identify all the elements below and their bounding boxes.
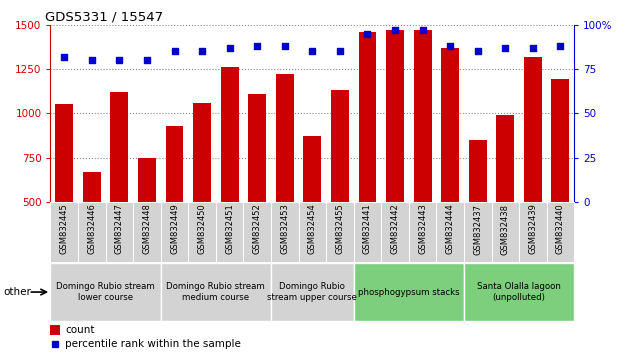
Text: other: other [3,287,31,297]
Bar [331,90,349,290]
Bar [161,263,271,321]
Text: Santa Olalla lagoon
(unpolluted): Santa Olalla lagoon (unpolluted) [477,282,561,302]
Bar [221,67,239,290]
Text: GSM832443: GSM832443 [418,204,427,255]
Point [170,48,180,54]
Bar [276,74,294,290]
Bar [188,202,216,262]
Text: GSM832444: GSM832444 [445,204,455,254]
Bar [464,202,492,262]
Text: GSM832445: GSM832445 [60,204,69,254]
Bar [492,202,519,262]
Text: GSM832454: GSM832454 [308,204,317,254]
Bar [78,202,105,262]
Point [59,54,69,59]
Bar [56,104,73,290]
Text: GDS5331 / 15547: GDS5331 / 15547 [45,11,163,24]
Bar [133,202,161,262]
Text: Domingo Rubio stream
medium course: Domingo Rubio stream medium course [167,282,265,302]
Text: GSM832440: GSM832440 [556,204,565,254]
Bar [244,202,271,262]
Text: GSM832438: GSM832438 [501,204,510,255]
Bar [304,136,321,290]
Bar [193,103,211,290]
Point [445,43,455,49]
Bar [50,202,78,262]
Text: percentile rank within the sample: percentile rank within the sample [65,339,241,349]
Text: GSM832453: GSM832453 [280,204,289,255]
Bar [469,140,487,290]
Bar [105,202,133,262]
Point [418,27,428,33]
Bar [83,172,101,290]
Point [114,57,124,63]
Bar [354,202,381,262]
Bar [437,202,464,262]
Bar [110,92,128,290]
Point [335,48,345,54]
Bar [161,202,188,262]
Text: GSM832449: GSM832449 [170,204,179,254]
Point [473,48,483,54]
Point [252,43,262,49]
Bar [409,202,437,262]
Bar [326,202,354,262]
Bar [358,32,377,290]
Text: GSM832442: GSM832442 [391,204,399,254]
Bar [441,48,459,290]
Bar [524,57,542,290]
Point [225,45,235,51]
Text: GSM832437: GSM832437 [473,204,482,255]
Point [197,48,207,54]
Bar [546,202,574,262]
Text: GSM832452: GSM832452 [253,204,262,254]
Text: phosphogypsum stacks: phosphogypsum stacks [358,287,459,297]
Text: GSM832447: GSM832447 [115,204,124,255]
Point [307,48,317,54]
Point [528,45,538,51]
Point [390,27,400,33]
Bar [216,202,244,262]
Text: GSM832441: GSM832441 [363,204,372,254]
Text: GSM832439: GSM832439 [528,204,538,255]
Point [87,57,97,63]
Bar [271,202,298,262]
Bar [497,115,514,290]
Bar [165,126,184,290]
Text: GSM832455: GSM832455 [336,204,345,254]
Point [142,57,152,63]
Bar [138,158,156,290]
Text: GSM832451: GSM832451 [225,204,234,254]
Text: count: count [65,325,95,335]
Bar [519,202,546,262]
Text: GSM832446: GSM832446 [87,204,97,255]
Text: Domingo Rubio stream
lower course: Domingo Rubio stream lower course [56,282,155,302]
Point [555,43,565,49]
Bar [271,263,354,321]
Bar [354,263,464,321]
Text: Domingo Rubio
stream upper course: Domingo Rubio stream upper course [268,282,357,302]
Point [362,31,372,36]
Text: GSM832448: GSM832448 [143,204,151,255]
Bar [298,202,326,262]
Bar [551,79,569,290]
Bar [414,30,432,290]
Point [500,45,510,51]
Bar [50,263,161,321]
Bar [50,325,60,335]
Point [280,43,290,49]
Bar [381,202,409,262]
Bar [464,263,574,321]
Bar [386,30,404,290]
Bar [248,94,266,290]
Text: GSM832450: GSM832450 [198,204,206,254]
